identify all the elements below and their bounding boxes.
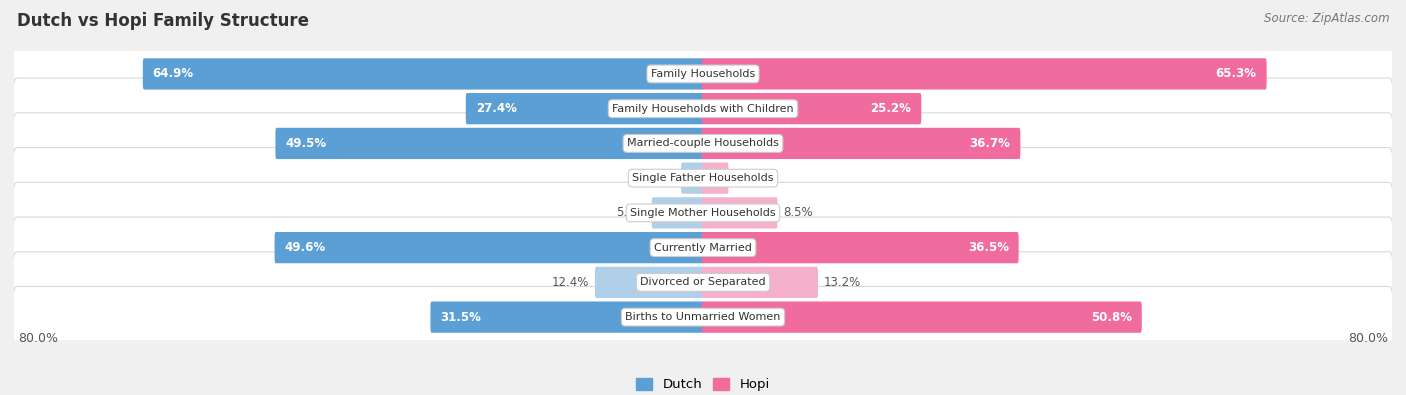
Legend: Dutch, Hopi: Dutch, Hopi	[631, 372, 775, 395]
FancyBboxPatch shape	[465, 93, 704, 124]
Text: 2.4%: 2.4%	[645, 172, 675, 184]
Text: 27.4%: 27.4%	[475, 102, 516, 115]
Text: Dutch vs Hopi Family Structure: Dutch vs Hopi Family Structure	[17, 12, 309, 30]
Text: 8.5%: 8.5%	[783, 207, 813, 219]
Text: 2.8%: 2.8%	[734, 172, 763, 184]
FancyBboxPatch shape	[702, 128, 1021, 159]
FancyBboxPatch shape	[13, 217, 1393, 278]
FancyBboxPatch shape	[702, 267, 818, 298]
FancyBboxPatch shape	[13, 286, 1393, 348]
Text: 36.7%: 36.7%	[970, 137, 1011, 150]
Text: 31.5%: 31.5%	[440, 310, 481, 324]
FancyBboxPatch shape	[274, 232, 704, 263]
FancyBboxPatch shape	[702, 232, 1018, 263]
FancyBboxPatch shape	[652, 197, 704, 229]
Text: 5.8%: 5.8%	[617, 207, 647, 219]
Text: Divorced or Separated: Divorced or Separated	[640, 277, 766, 288]
Text: Family Households: Family Households	[651, 69, 755, 79]
Text: Single Mother Households: Single Mother Households	[630, 208, 776, 218]
Text: Single Father Households: Single Father Households	[633, 173, 773, 183]
FancyBboxPatch shape	[13, 78, 1393, 139]
Text: 64.9%: 64.9%	[153, 68, 194, 81]
FancyBboxPatch shape	[702, 58, 1267, 90]
Text: 50.8%: 50.8%	[1091, 310, 1132, 324]
Text: Family Households with Children: Family Households with Children	[612, 103, 794, 114]
FancyBboxPatch shape	[595, 267, 704, 298]
FancyBboxPatch shape	[13, 182, 1393, 243]
FancyBboxPatch shape	[13, 148, 1393, 209]
Text: 80.0%: 80.0%	[1347, 332, 1388, 345]
Text: 80.0%: 80.0%	[18, 332, 59, 345]
Text: 25.2%: 25.2%	[870, 102, 911, 115]
FancyBboxPatch shape	[681, 162, 704, 194]
FancyBboxPatch shape	[702, 93, 921, 124]
FancyBboxPatch shape	[13, 252, 1393, 313]
Text: Currently Married: Currently Married	[654, 243, 752, 253]
FancyBboxPatch shape	[143, 58, 704, 90]
Text: 12.4%: 12.4%	[553, 276, 589, 289]
Text: Births to Unmarried Women: Births to Unmarried Women	[626, 312, 780, 322]
FancyBboxPatch shape	[702, 301, 1142, 333]
FancyBboxPatch shape	[430, 301, 704, 333]
Text: 49.6%: 49.6%	[284, 241, 326, 254]
FancyBboxPatch shape	[13, 43, 1393, 105]
Text: Married-couple Households: Married-couple Households	[627, 138, 779, 149]
FancyBboxPatch shape	[13, 113, 1393, 174]
Text: 36.5%: 36.5%	[967, 241, 1008, 254]
Text: 65.3%: 65.3%	[1216, 68, 1257, 81]
FancyBboxPatch shape	[702, 162, 728, 194]
Text: 13.2%: 13.2%	[824, 276, 860, 289]
FancyBboxPatch shape	[276, 128, 704, 159]
Text: Source: ZipAtlas.com: Source: ZipAtlas.com	[1264, 12, 1389, 25]
FancyBboxPatch shape	[702, 197, 778, 229]
Text: 49.5%: 49.5%	[285, 137, 326, 150]
